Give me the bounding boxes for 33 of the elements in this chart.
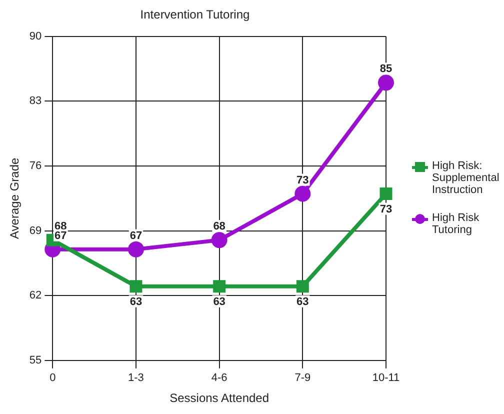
- x-axis-title: Sessions Attended: [170, 391, 270, 406]
- x-tick-label: 0: [50, 372, 56, 384]
- legend-label: High Risk: Supplemental Instruction: [432, 160, 500, 196]
- point: [296, 280, 309, 293]
- data-label: 63: [213, 296, 226, 308]
- point: [378, 74, 394, 91]
- y-tick-label: 83: [29, 95, 42, 108]
- x-tick-label: 7-9: [294, 372, 311, 384]
- y-tick-label: 69: [29, 224, 42, 237]
- data-label: 68: [213, 220, 226, 233]
- x-tick-label: 10-11: [372, 372, 400, 384]
- point: [128, 241, 144, 258]
- point: [130, 280, 142, 293]
- y-axis-title: Average Grade: [8, 157, 22, 239]
- y-tick-label: 90: [29, 30, 42, 42]
- data-label: 67: [54, 230, 67, 242]
- point: [294, 186, 311, 202]
- x-tick-label: 4-6: [211, 372, 228, 384]
- point: [211, 232, 228, 248]
- chart-title: Intervention Tutoring: [140, 8, 250, 22]
- y-tick-label: 55: [29, 354, 42, 366]
- point: [213, 280, 226, 293]
- legend-label: High Risk Tutoring: [432, 212, 480, 236]
- data-label: 63: [130, 296, 142, 308]
- data-label: 85: [380, 63, 392, 76]
- point: [380, 188, 392, 200]
- y-tick-label: 62: [29, 290, 42, 302]
- data-label: 63: [296, 296, 309, 308]
- x-tick-label: 1-3: [128, 372, 144, 384]
- data-label: 73: [380, 203, 392, 216]
- y-tick-label: 76: [29, 160, 42, 172]
- data-label: 73: [296, 174, 309, 186]
- data-label: 67: [130, 230, 142, 242]
